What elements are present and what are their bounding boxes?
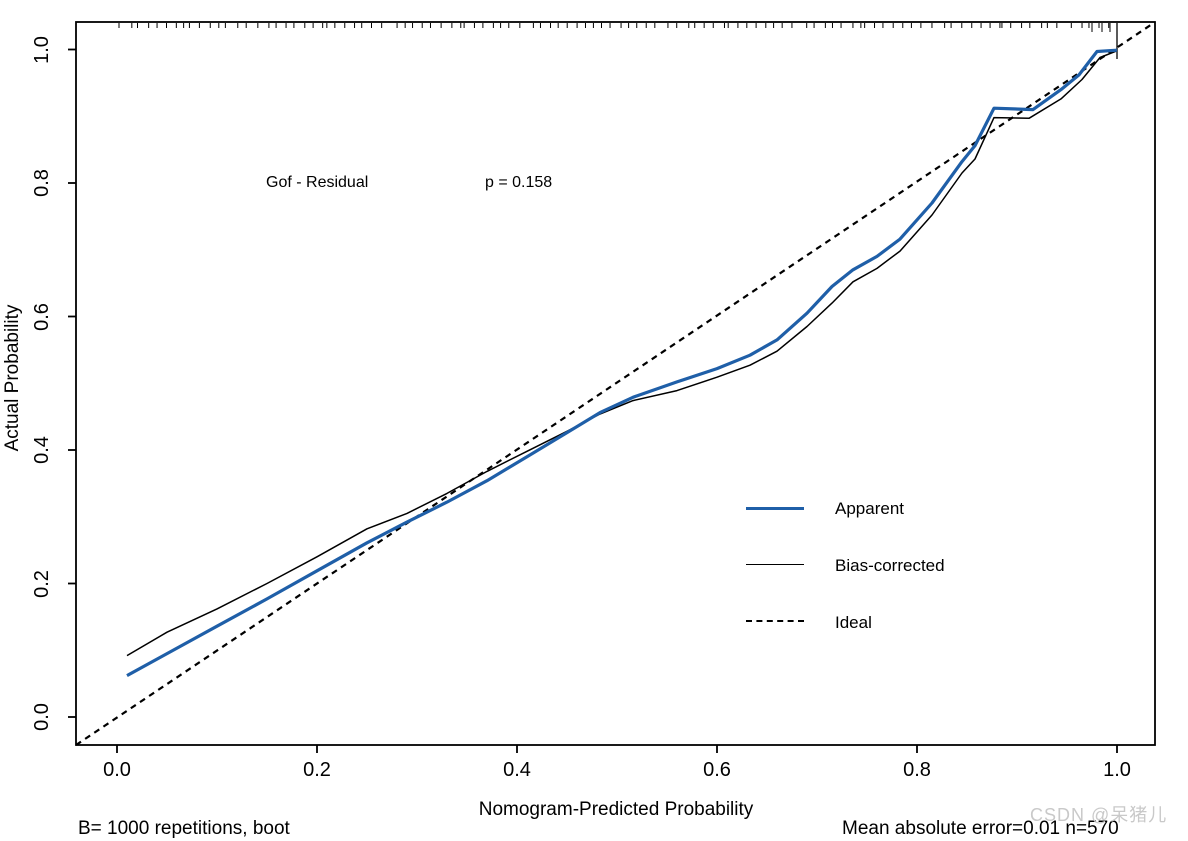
y-tick-label: 1.0	[31, 35, 53, 64]
x-tick-label: 0.2	[303, 759, 331, 781]
bias-corrected-line-sample	[746, 564, 804, 565]
csdn-watermark: CSDN @呆猪儿	[1030, 805, 1168, 825]
y-axis-title: Actual Probability	[2, 304, 23, 452]
y-tick-label: 0.6	[31, 302, 53, 331]
x-tick-label: 1.0	[1103, 759, 1131, 781]
x-tick-label: 0.6	[703, 759, 731, 781]
ideal-curve	[75, 21, 1156, 746]
bias-corrected-curve	[126, 50, 1118, 657]
y-tick-label: 0.0	[31, 703, 53, 731]
gof-residual-label: Gof - Residual	[266, 174, 369, 191]
y-tick-label: 0.4	[31, 436, 53, 464]
legend-label-bias-corrected: Bias-corrected	[835, 556, 945, 575]
x-tick-label: 0.8	[903, 759, 931, 781]
ideal-line-sample	[746, 620, 804, 622]
x-tick-label: 0.0	[103, 759, 131, 781]
y-tick-label: 0.2	[31, 569, 53, 598]
legend-label-ideal: Ideal	[835, 613, 872, 632]
p-value-label: p = 0.158	[485, 174, 553, 191]
x-axis-title: Nomogram-Predicted Probability	[478, 799, 754, 820]
mae-note: Mean absolute error=0.01 n=570	[842, 818, 1119, 839]
apparent-line-sample	[746, 507, 804, 510]
y-tick-label: 0.8	[31, 169, 53, 197]
x-tick-label: 0.4	[503, 759, 531, 781]
apparent-curve	[126, 48, 1118, 678]
legend-label-apparent: Apparent	[835, 499, 904, 518]
plot-box	[75, 21, 1156, 746]
bootstrap-note: B= 1000 repetitions, boot	[78, 818, 290, 839]
